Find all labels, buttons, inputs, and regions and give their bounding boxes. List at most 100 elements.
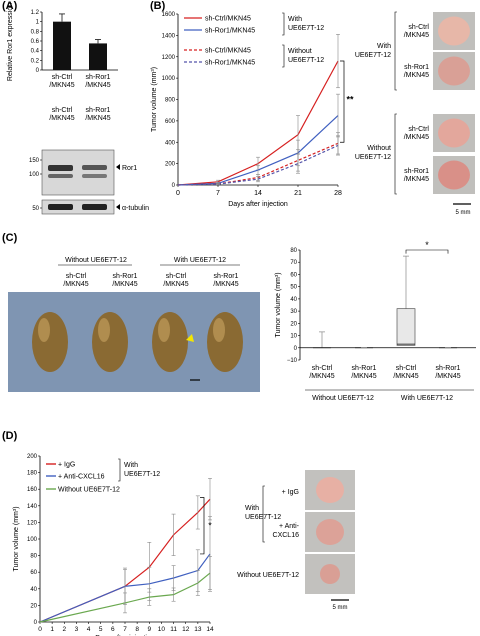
photo-bracket [394,113,397,195]
photo-group-label: UE6E7T-12 [245,514,281,521]
significance-label: * [425,240,429,250]
marker-label: 100 [29,172,40,178]
legend-bracket [118,458,121,482]
stomach-shape [92,312,128,372]
blot-lane-label: sh-Ror1 [86,107,111,114]
bar [89,43,107,70]
stomach-highlight [98,318,110,342]
arrow-icon [116,204,120,210]
y-tick-label: 0.6 [31,39,40,45]
photo-row-label: + Anti- [279,523,300,530]
marker-label: 150 [29,158,40,164]
scale-label: 5 mm [333,605,348,611]
x-tick-label: 5 [99,626,103,633]
photo-group-label: UE6E7T-12 [355,52,391,59]
category-label: sh-Ror1 [352,365,377,372]
category-label: /MKN45 [393,373,418,380]
bracket-label: UE6E7T-12 [124,471,160,478]
stomach-highlight [38,318,50,342]
box [396,308,416,346]
photo-row-label: /MKN45 [404,134,429,141]
photo-row-label: /MKN45 [404,176,429,183]
stomach-highlight [158,318,170,342]
y-tick-label: 1200 [162,55,176,61]
x-tick-label: 2 [62,626,66,633]
y-tick-label: 20 [290,321,297,327]
category-label: /MKN45 [309,373,334,380]
y-axis-label: Relative Ror1 expression [7,3,14,81]
panel-a-chart: 0 0.2 0.4 0.6 0.8 1 1.2 Relative Ror1 expressio… [7,3,149,215]
band-ror1-lower [48,174,73,178]
y-tick-label: 400 [165,140,176,146]
y-tick-label: 800 [165,98,176,104]
arrow-icon [186,334,194,342]
panel-label-a: (A) [2,0,18,12]
blot-ror1 [41,149,115,196]
bar [53,21,71,71]
y-tick-label: 80 [30,554,37,560]
y-tick-label: 50 [290,285,297,291]
category-label: sh-Ror1 [436,365,461,372]
blot-lane-label: /MKN45 [49,115,74,122]
photo-col-label: sh-Ctrl [166,273,187,280]
tumor-shape [438,16,470,46]
x-tick-label: 7 [216,190,220,197]
category-label: sh-Ctrl [52,74,73,81]
y-tick-label: 160 [27,487,38,493]
y-axis-label: Tumor volume (mm³) [275,272,282,337]
x-tick-label: 4 [87,626,91,633]
y-tick-label: 70 [290,260,297,266]
tumor-shape [316,519,344,545]
bracket-label: Without [288,48,312,55]
y-tick-label: 60 [290,272,297,278]
x-tick-label: 3 [75,626,79,633]
tumor-shape [438,56,470,86]
blot-tubulin [41,199,115,215]
category-label: /MKN45 [85,82,110,89]
category-label: sh-Ror1 [86,74,111,81]
x-tick-label: 28 [334,190,342,197]
y-tick-label: 100 [27,537,38,543]
photo-group-label: With [245,505,259,512]
legend-bracket [282,12,285,36]
y-tick-label: 40 [290,297,297,303]
significance-bracket [340,60,345,143]
band-tubulin [48,204,73,210]
y-tick-label: 1 [36,20,40,26]
x-tick-label: 21 [294,190,302,197]
photo-row-label: + IgG [282,489,299,496]
photo-col-label: /MKN45 [213,281,238,288]
y-axis-label: Tumor volume (mm³) [13,506,20,571]
y-tick-label: 0.2 [31,58,40,64]
group-label: With UE6E7T-12 [401,395,453,402]
x-tick-label: 6 [111,626,115,633]
stomach-shape [152,312,188,372]
x-tick-label: 9 [147,626,151,633]
photo-row-label: /MKN45 [404,32,429,39]
photo-row-label: sh-Ror1 [404,168,429,175]
band-label-tubulin: α-tubulin [122,205,149,212]
legend-bracket [282,44,285,68]
x-tick-label: 11 [170,626,177,633]
x-tick-label: 8 [135,626,139,633]
legend-label: sh-Ror1/MKN45 [205,60,255,67]
y-tick-label: 0 [294,346,298,352]
tumor-shape [316,477,344,503]
significance-bracket [200,497,205,555]
x-tick-label: 13 [194,626,202,633]
photo-col-label: sh-Ror1 [214,273,239,280]
group-header: Without UE6E7T-12 [65,257,127,264]
significance-label: * [208,521,212,531]
legend-label: Without UE6E7T-12 [58,487,120,494]
y-tick-label: 80 [290,248,297,254]
y-tick-label: −10 [287,358,298,364]
y-tick-label: 1400 [162,33,176,39]
bracket-label: With [288,16,302,23]
photo-col-label: /MKN45 [63,281,88,288]
photo-row-label: sh-Ror1 [404,64,429,71]
x-tick-label: 0 [176,190,180,197]
y-tick-label: 140 [27,504,38,510]
y-tick-label: 200 [27,454,38,460]
x-tick-label: 14 [254,190,262,197]
y-tick-label: 200 [165,162,176,168]
